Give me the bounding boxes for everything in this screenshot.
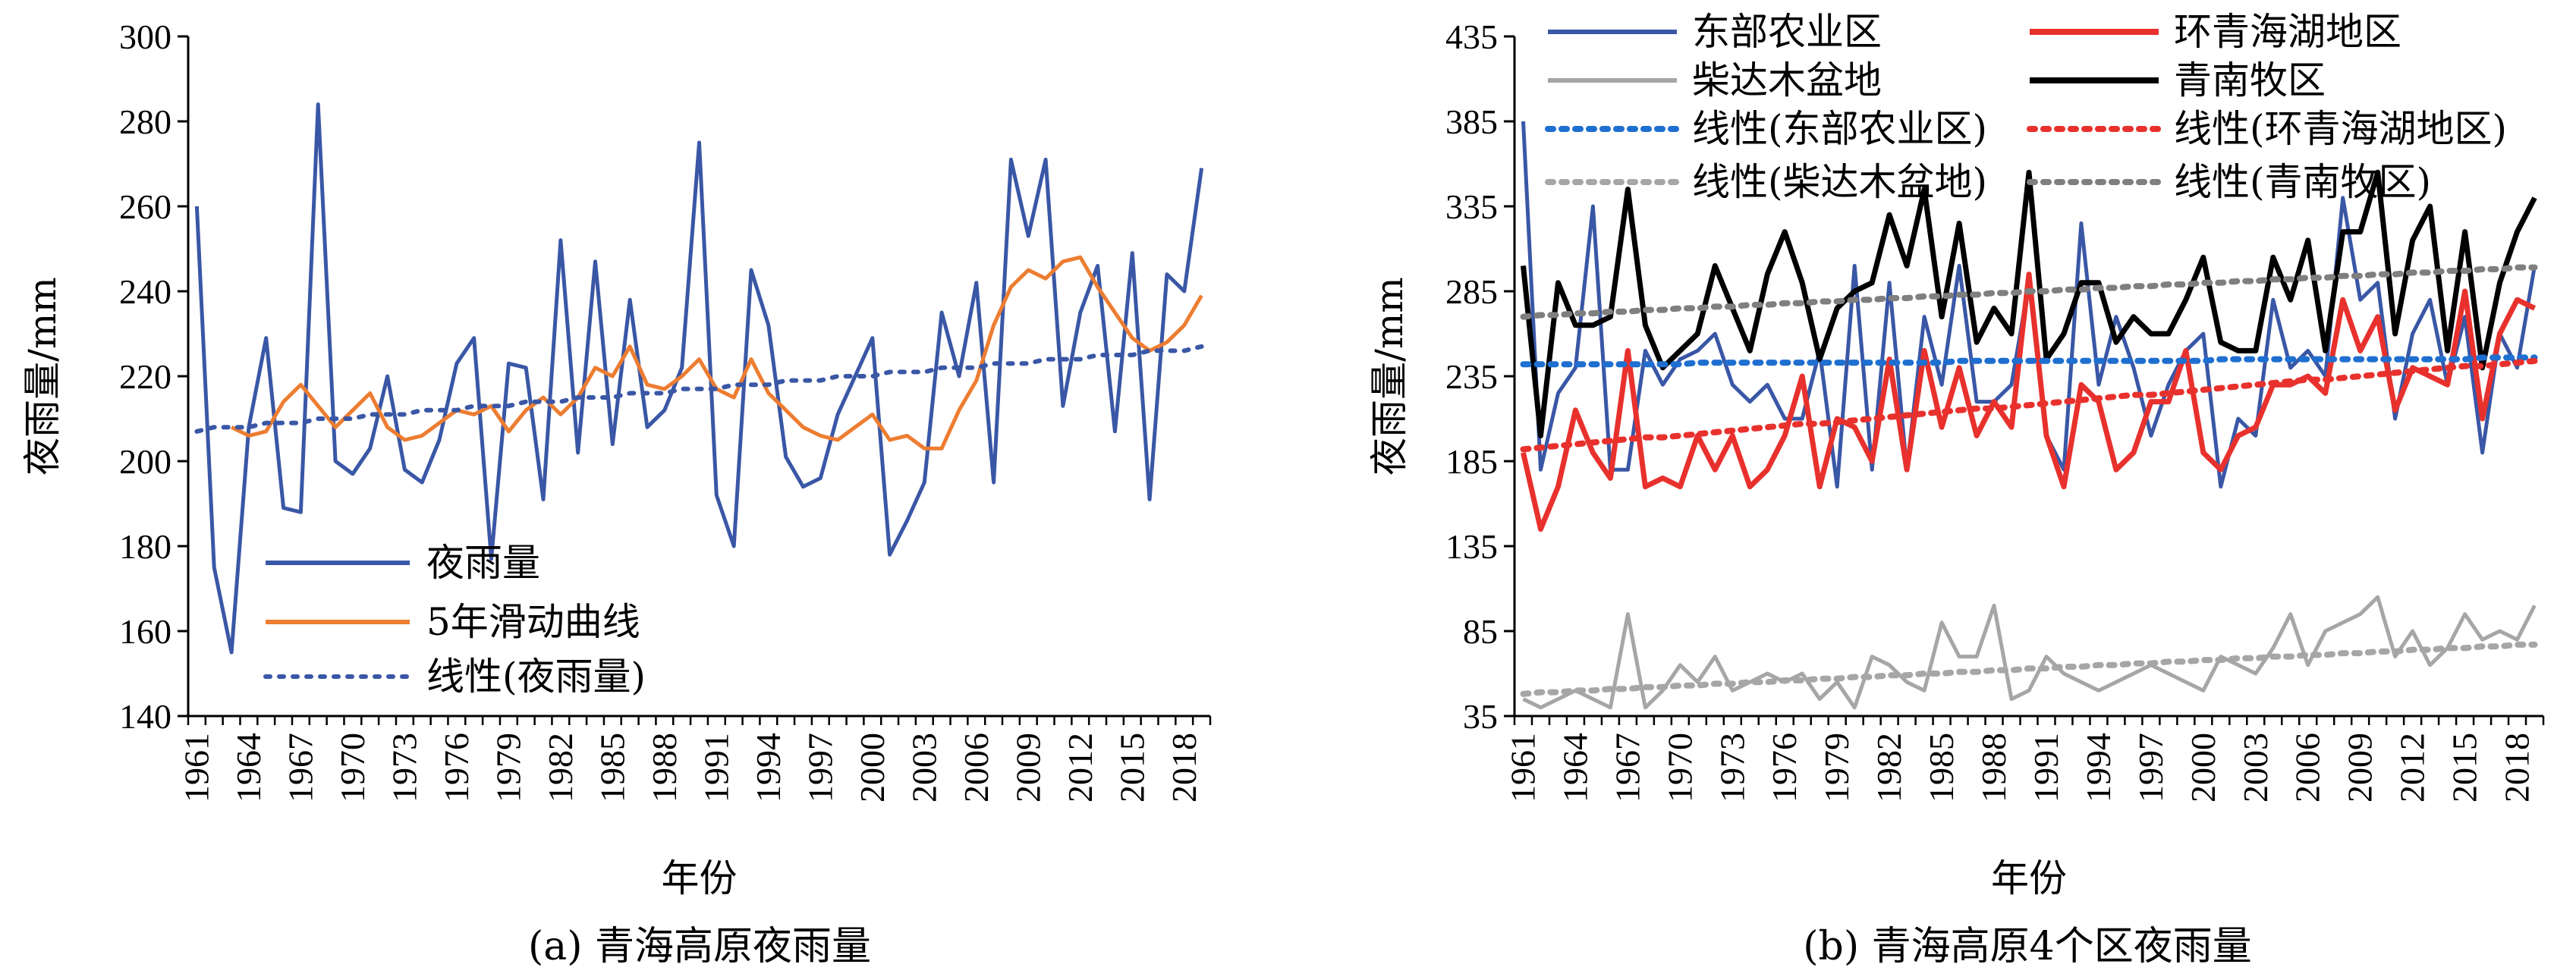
- y-axis-title: 夜雨量/mm: [20, 277, 64, 476]
- x-tick-label: 2015: [2445, 733, 2484, 803]
- y-tick-label: 280: [119, 102, 171, 141]
- series-line-7: [1520, 641, 2538, 697]
- chart-caption: (a) 青海高原夜雨量: [528, 924, 871, 969]
- legend-label: 柴达木盆地: [1692, 58, 1882, 102]
- x-tick-label: 2000: [853, 733, 892, 803]
- legend-label: 线性(青南牧区): [2174, 160, 2431, 204]
- x-tick-label: 1970: [1660, 733, 1699, 803]
- x-tick-label: 1985: [1922, 733, 1961, 803]
- x-tick-label: 2018: [1165, 733, 1203, 803]
- x-axis-title: 年份: [662, 856, 738, 900]
- x-tick-label: 2009: [1008, 733, 1047, 803]
- y-tick-label: 435: [1445, 17, 1498, 56]
- x-tick-label: 1961: [177, 733, 215, 803]
- x-tick-label: 1979: [489, 733, 527, 803]
- series-line-1: [194, 102, 1204, 655]
- y-tick-label: 300: [119, 17, 171, 56]
- y-tick-label: 135: [1445, 527, 1498, 566]
- x-tick-label: 1991: [2027, 733, 2065, 803]
- legend-label: 夜雨量: [426, 541, 540, 585]
- chart-caption: (b) 青海高原4个区夜雨量: [1803, 924, 2251, 969]
- legend-label: 线性(柴达木盆地): [1692, 160, 1987, 204]
- y-tick-label: 335: [1445, 187, 1498, 226]
- series-line-5: [1520, 354, 2538, 368]
- x-tick-label: 2012: [1061, 733, 1099, 803]
- y-tick-label: 240: [119, 272, 171, 311]
- x-tick-label: 1979: [1817, 733, 1856, 803]
- legend-label: 5年滑动曲线: [426, 600, 640, 644]
- series-line-3: [194, 344, 1204, 434]
- x-tick-label: 1973: [385, 733, 423, 803]
- x-tick-label: 1982: [541, 733, 580, 803]
- x-tick-label: 1997: [800, 733, 839, 803]
- y-tick-label: 220: [119, 357, 171, 396]
- y-tick-label: 260: [119, 187, 171, 226]
- legend-label: 线性(夜雨量): [426, 655, 646, 699]
- x-tick-label: 2015: [1112, 733, 1151, 803]
- legend-label: 线性(环青海湖地区): [2174, 107, 2507, 151]
- series-line-4: [1521, 169, 2537, 438]
- y-tick-label: 200: [119, 442, 171, 481]
- y-tick-label: 235: [1445, 357, 1498, 396]
- series-line-3: [1522, 595, 2537, 710]
- x-tick-label: 1964: [1555, 733, 1594, 803]
- legend-label: 线性(东部农业区): [1692, 107, 1987, 151]
- legend-label: 环青海湖地区: [2174, 10, 2401, 54]
- y-tick-label: 160: [119, 612, 171, 651]
- x-tick-label: 2009: [2341, 733, 2379, 803]
- x-tick-label: 2000: [2184, 733, 2222, 803]
- x-tick-label: 1976: [437, 733, 476, 803]
- chart-b: 35 85 135 185 235 285 335 385 435 1961 1964 1967 197…: [1367, 10, 2545, 969]
- series-line-6: [1520, 357, 2538, 453]
- x-tick-label: 1994: [749, 733, 788, 803]
- y-tick-label: 180: [119, 527, 171, 566]
- y-axis-title: 夜雨量/mm: [1367, 277, 1411, 476]
- x-tick-label: 1961: [1503, 733, 1542, 803]
- chart-a: 140 160 180 200 220 240 260 280 300 1961 1964 1967 1…: [20, 17, 1212, 969]
- x-tick-label: 1982: [1870, 733, 1908, 803]
- series-line-8: [1520, 264, 2538, 320]
- x-tick-label: 1967: [281, 733, 319, 803]
- x-tick-label: 1985: [593, 733, 631, 803]
- y-tick-label: 385: [1445, 102, 1498, 141]
- y-tick-label: 85: [1463, 612, 1498, 651]
- y-tick-label: 285: [1445, 272, 1498, 311]
- x-tick-label: 1988: [1974, 733, 2013, 803]
- x-tick-label: 1976: [1765, 733, 1804, 803]
- x-tick-label: 1997: [2131, 733, 2170, 803]
- x-tick-label: 1991: [697, 733, 735, 803]
- x-tick-label: 2018: [2498, 733, 2537, 803]
- y-tick-label: 185: [1445, 442, 1498, 481]
- x-tick-label: 2006: [2288, 733, 2327, 803]
- x-tick-label: 1964: [229, 733, 268, 803]
- x-tick-label: 1988: [645, 733, 684, 803]
- x-tick-label: 1973: [1713, 733, 1751, 803]
- x-axis-title: 年份: [1991, 856, 2067, 900]
- x-tick-label: 2006: [957, 733, 995, 803]
- series-line-2: [1521, 272, 2537, 532]
- x-tick-label: 2003: [2236, 733, 2275, 803]
- x-tick-label: 1970: [333, 733, 372, 803]
- x-tick-label: 1967: [1608, 733, 1647, 803]
- y-tick-label: 35: [1463, 697, 1498, 736]
- legend-label: 东部农业区: [1692, 10, 1882, 54]
- x-tick-label: 2012: [2393, 733, 2432, 803]
- y-tick-label: 140: [119, 697, 171, 736]
- x-tick-label: 1994: [2079, 733, 2118, 803]
- x-tick-label: 2003: [904, 733, 943, 803]
- legend-label: 青南牧区: [2174, 58, 2326, 102]
